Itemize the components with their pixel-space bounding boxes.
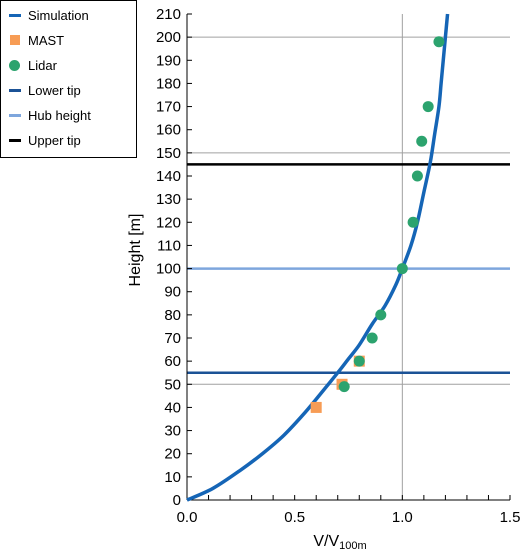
lower-tip-line-swatch [8,88,21,92]
x-tick-label: 0.0 [177,509,198,526]
y-tick-label: 180 [156,75,181,92]
x-axis-label-subscript: 100m [339,540,367,550]
y-tick-label: 0 [173,492,181,509]
x-tick-label: 0.5 [284,509,305,526]
x-tick-label: 1.0 [392,509,413,526]
mast-square-swatch [9,35,20,45]
mast-point [310,401,322,413]
legend-item-lower-tip: Lower tip [7,81,81,99]
y-tick-label: 140 [156,168,181,185]
y-tick-label: 160 [156,122,181,139]
y-tick-labels: 0 10 20 30 40 50 60 70 80 90 100 110 120 130 140 150 160… [156,6,181,509]
legend-label: Simulation [28,7,89,23]
y-tick-label: 50 [164,376,181,393]
lidar-point [433,36,445,48]
lidar-point [411,170,423,182]
y-tick-label: 20 [164,446,181,463]
y-axis-label: Height [m] [127,214,144,287]
y-tick-label: 130 [156,191,181,208]
x-tick-labels: 0.0 0.5 1.0 1.5 [177,509,521,526]
legend-label: Lidar [28,57,57,73]
legend-item-lidar: Lidar [7,56,57,74]
legend-item-hub-height: Hub height [7,106,91,124]
lidar-point [338,381,350,393]
y-tick-label: 90 [164,284,181,301]
legend-item-simulation: Simulation [7,6,89,24]
lidar-point [375,309,387,321]
x-axis-label-main: V/V [313,533,339,550]
reference-lines [187,163,510,374]
upper-tip-line-swatch [8,138,21,142]
y-tick-label: 10 [164,469,181,486]
y-tick-label: 60 [164,353,181,370]
legend: Simulation MAST Lidar Lower tip Hub heig… [0,0,137,158]
lidar-point [366,332,378,344]
lidar-circle-swatch [9,59,20,71]
x-tick-label: 1.5 [500,509,521,526]
legend-label: Hub height [28,107,91,123]
y-tick-label: 210 [156,6,181,23]
legend-label: MAST [28,32,65,48]
lidar-point [407,216,419,228]
y-tick-label: 200 [156,29,181,46]
y-tick-label: 110 [157,237,181,254]
axes [186,13,511,501]
simulation-series [186,13,450,502]
y-tick-label: 30 [164,423,181,440]
legend-item-mast: MAST [7,31,64,49]
legend-label: Lower tip [28,82,81,98]
simulation-curve [186,13,450,502]
lidar-point [353,355,365,367]
lidar-point [396,263,408,275]
legend-label: Upper tip [28,132,81,148]
y-tick-label: 80 [164,307,181,324]
simulation-line-swatch [8,13,21,17]
y-tick-label: 40 [164,399,181,416]
lidar-point [416,135,428,147]
legend-item-upper-tip: Upper tip [7,131,81,149]
x-axis-label: V/V100m [313,533,366,550]
y-tick-label: 120 [156,214,181,231]
y-tick-label: 170 [156,99,181,116]
y-tick-label: 100 [156,261,181,278]
y-tick-label: 150 [156,145,181,162]
y-tick-label: 70 [164,330,181,347]
hub-height-line-swatch [8,113,21,117]
lidar-series [338,36,445,393]
lidar-point [422,101,434,113]
y-tick-label: 190 [156,52,181,69]
gridlines [187,14,510,500]
